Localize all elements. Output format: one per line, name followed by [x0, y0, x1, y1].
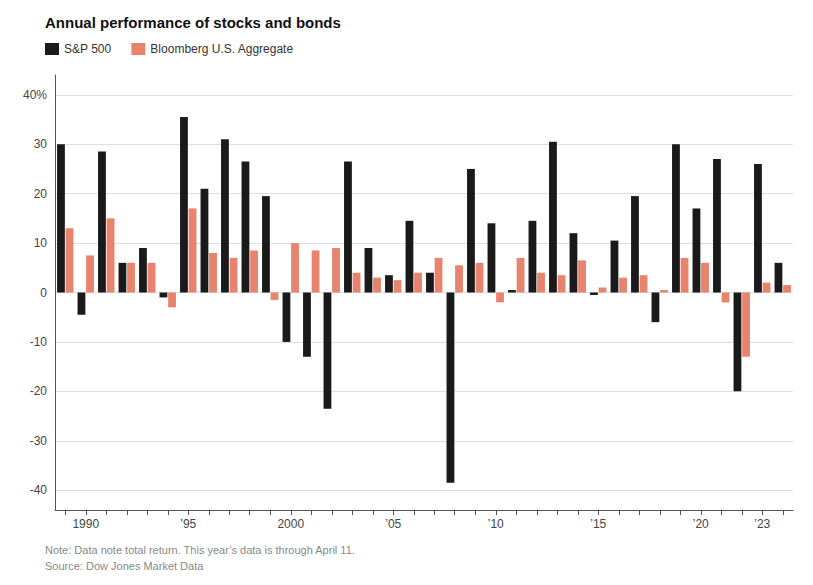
svg-text:-20: -20 [30, 384, 48, 398]
svg-text:’10: ’10 [488, 517, 504, 531]
svg-text:’15: ’15 [590, 517, 606, 531]
svg-text:1990: 1990 [72, 517, 99, 531]
svg-text:’05: ’05 [385, 517, 401, 531]
svg-text:-30: -30 [30, 434, 48, 448]
svg-text:’23: ’23 [754, 517, 770, 531]
svg-text:S&P 500: S&P 500 [64, 42, 111, 56]
svg-text:0: 0 [40, 286, 47, 300]
svg-text:Bloomberg U.S. Aggregate: Bloomberg U.S. Aggregate [150, 42, 293, 56]
svg-text:’95: ’95 [180, 517, 196, 531]
svg-text:’20: ’20 [693, 517, 709, 531]
svg-text:30: 30 [34, 137, 48, 151]
svg-text:20: 20 [34, 187, 48, 201]
svg-text:Note: Data note total return.: Note: Data note total return. This year’… [45, 544, 355, 556]
svg-text:-10: -10 [30, 335, 48, 349]
svg-text:10: 10 [34, 236, 48, 250]
svg-text:40%: 40% [23, 88, 47, 102]
svg-text:Source: Dow Jones Market Data: Source: Dow Jones Market Data [45, 560, 204, 572]
svg-text:2000: 2000 [277, 517, 304, 531]
svg-text:-40: -40 [30, 483, 48, 497]
svg-text:Annual performance of stocks a: Annual performance of stocks and bonds [45, 14, 341, 31]
